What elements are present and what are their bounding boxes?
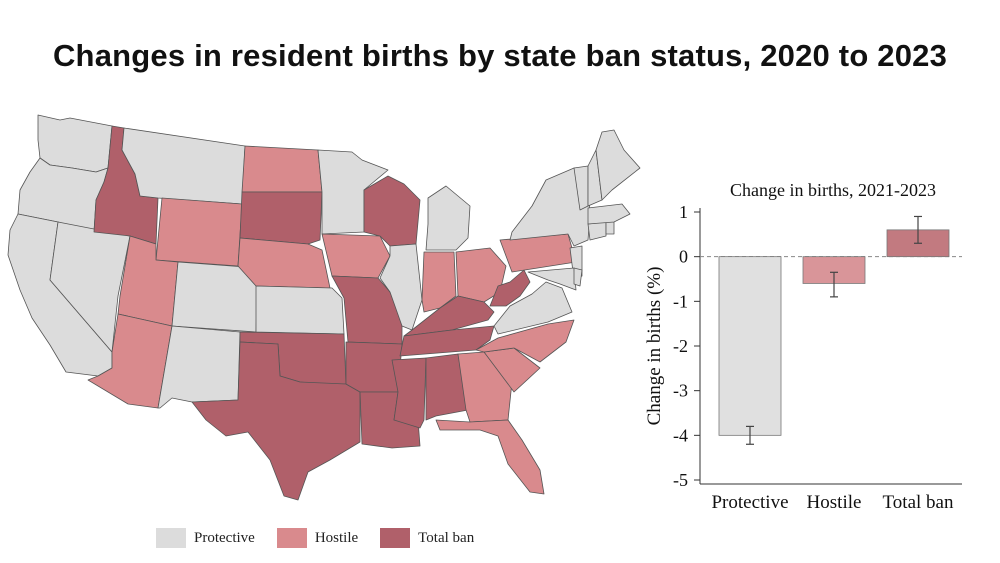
state-nm: [157, 325, 241, 409]
state-nd: [241, 145, 323, 193]
state-md: [527, 267, 577, 291]
legend-label-total-ban: Total ban: [418, 529, 475, 546]
state-de: [573, 267, 583, 287]
state-sd: [239, 191, 323, 245]
state-mt: [121, 127, 246, 205]
x-tick-label: Protective: [711, 492, 788, 513]
state-wa: [37, 114, 113, 173]
state-fl: [435, 419, 545, 495]
y-tick-label: 1: [679, 202, 688, 222]
state-al: [425, 353, 469, 421]
state-ri: [605, 221, 615, 235]
state-nc: [475, 319, 575, 363]
x-tick-label: Total ban: [883, 492, 954, 513]
us-map: [7, 114, 641, 501]
legend-item-protective: Protective: [156, 528, 255, 548]
map-legend: Protective Hostile Total ban: [156, 528, 496, 548]
state-me: [595, 129, 641, 201]
state-tx: [191, 341, 361, 501]
bar-protective: [718, 256, 782, 436]
state-tn: [399, 325, 495, 357]
y-tick-label: -2: [673, 336, 688, 356]
state-mi: [425, 185, 471, 251]
legend-label-hostile: Hostile: [314, 529, 359, 546]
legend-item-hostile: Hostile: [276, 528, 359, 548]
state-va: [493, 281, 573, 335]
y-tick-label: -1: [673, 291, 688, 311]
state-ia: [321, 233, 391, 279]
state-wy: [155, 197, 243, 267]
legend-item-total-ban: Total ban: [380, 528, 474, 548]
y-tick-label: -3: [673, 381, 688, 401]
legend-swatch-total-ban: [380, 528, 411, 548]
legend-swatch-hostile: [276, 528, 307, 548]
legend-label-protective: Protective: [194, 529, 255, 546]
state-il: [379, 243, 423, 331]
state-ma: [587, 203, 631, 225]
state-ct: [587, 221, 607, 241]
state-wv: [489, 269, 531, 307]
state-ne: [237, 237, 331, 289]
x-tick-label: Hostile: [807, 492, 862, 513]
y-tick-label: 0: [679, 247, 688, 267]
bar-chart: Change in births, 2021-2023 Change in bir…: [644, 180, 962, 513]
state-mo: [331, 275, 403, 345]
y-tick-label: -5: [673, 470, 688, 490]
state-ks: [255, 285, 345, 335]
y-tick-label: -4: [673, 425, 688, 445]
y-axis-label: Change in births (%): [644, 267, 665, 426]
legend-swatch-protective: [156, 528, 186, 548]
chart-title: Changes in resident births by state ban …: [52, 38, 948, 73]
bar-chart-title: Change in births, 2021-2023: [730, 180, 936, 200]
